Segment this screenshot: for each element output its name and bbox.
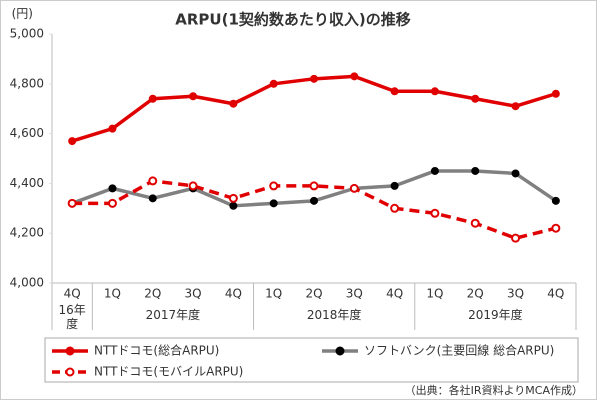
data-point [430, 87, 439, 96]
data-point [188, 181, 198, 191]
x-tick-label: 3Q [507, 287, 524, 301]
x-tick-label: 3Q [346, 287, 363, 301]
y-tick-label: 5,000 [10, 27, 44, 41]
data-point [511, 233, 521, 243]
y-tick-label: 4,200 [10, 226, 44, 240]
data-point [148, 94, 157, 103]
group-label: 2018年度 [306, 308, 362, 322]
data-point [309, 181, 319, 191]
x-tick-label: 4Q [225, 287, 242, 301]
y-tick-label: 4,400 [10, 176, 44, 190]
x-tick-label: 1Q [426, 287, 443, 301]
legend-marker [335, 346, 345, 356]
group-label: 2017年度 [145, 308, 201, 322]
data-point [108, 124, 117, 133]
data-point [310, 196, 318, 205]
series-line [71, 74, 557, 143]
x-tick-label: 1Q [104, 287, 121, 301]
data-point [430, 208, 440, 218]
legend-label: NTTドコモ(総合ARPU) [94, 343, 219, 358]
data-point [229, 99, 238, 108]
data-point [148, 176, 158, 186]
group-label: 2019年度 [468, 308, 523, 322]
source-note: （出典：各社IR資料よりMCA作成） [405, 383, 583, 397]
data-point [67, 198, 77, 208]
data-point [108, 184, 117, 193]
data-point [310, 74, 318, 83]
data-point [430, 166, 439, 175]
legend-marker [65, 346, 75, 356]
data-point [350, 72, 359, 81]
data-point [471, 166, 480, 175]
data-point [390, 203, 400, 213]
data-point [551, 89, 560, 98]
data-point [269, 181, 279, 191]
data-point [68, 137, 77, 146]
data-point [511, 169, 520, 178]
x-tick-label: 2Q [144, 287, 161, 301]
x-tick-label: 1Q [265, 287, 282, 301]
data-point [229, 201, 238, 210]
data-point [107, 198, 117, 208]
data-point [471, 94, 480, 103]
x-tick-label: 2Q [305, 287, 322, 301]
y-tick-label: 4,000 [10, 276, 44, 290]
legend-box [44, 337, 579, 383]
x-tick-label: 4Q [547, 287, 564, 301]
y-tick-label: 4,600 [10, 126, 44, 140]
data-point [269, 199, 278, 208]
data-point [551, 223, 561, 233]
data-point [189, 92, 198, 101]
x-tick-label: 4Q [64, 287, 81, 301]
data-point [470, 218, 480, 228]
legend-label: ソフトバンク(主要回線 総合ARPU) [364, 343, 554, 358]
x-tick-label: 4Q [386, 287, 403, 301]
data-point [228, 193, 238, 203]
data-point [390, 87, 399, 96]
legend-label: NTTドコモ(モバイルARPU) [94, 365, 243, 379]
y-tick-label: 4,800 [10, 76, 44, 90]
data-point [269, 79, 278, 88]
group-label: 16年度 [58, 303, 86, 331]
chart-title: ARPU(1契約数あたり収入)の推移 [175, 11, 410, 29]
data-point [511, 102, 520, 111]
data-point [148, 194, 157, 203]
y-unit: (円) [12, 7, 33, 21]
data-point [551, 196, 560, 205]
x-tick-label: 3Q [185, 287, 202, 301]
x-tick-label: 2Q [467, 287, 484, 301]
legend-marker [65, 367, 75, 377]
data-point [390, 181, 399, 190]
data-point [349, 183, 359, 193]
